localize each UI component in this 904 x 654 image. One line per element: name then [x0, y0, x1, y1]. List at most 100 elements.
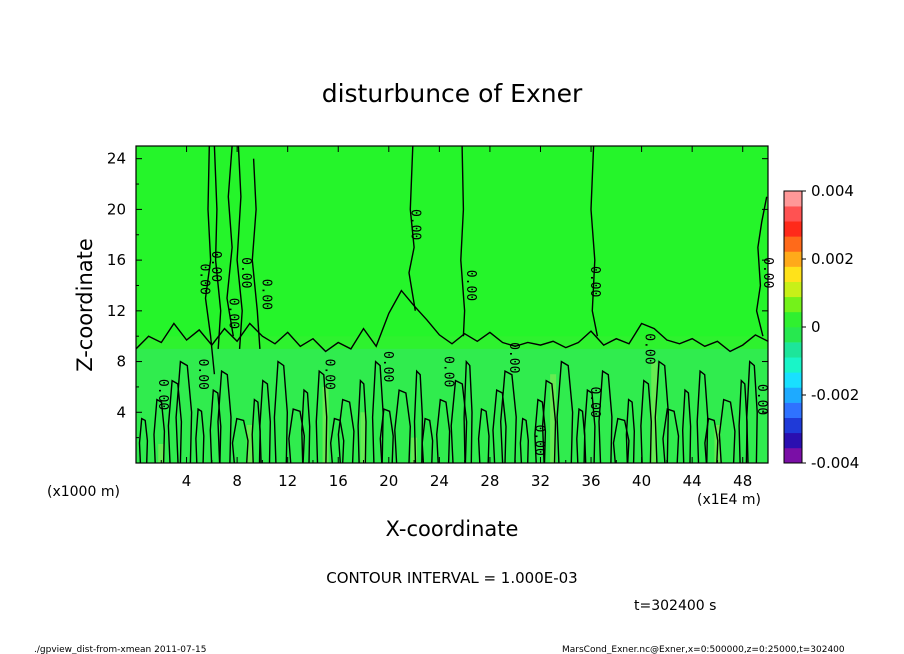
contour-plume — [209, 388, 222, 463]
contour-plume — [612, 417, 630, 463]
contour-line — [590, 146, 599, 337]
x-tick-label: 28 — [480, 472, 499, 490]
x-tick-label: 12 — [278, 472, 297, 490]
contour-plume — [541, 379, 557, 463]
colorbar-tick-label: 0 — [811, 318, 821, 336]
contour-line — [408, 146, 416, 311]
contour-label: 0.00 — [408, 209, 423, 240]
y-tick-label: 8 — [116, 353, 126, 371]
contour-label: 0.00 — [506, 342, 521, 373]
contour-plume — [681, 388, 692, 463]
contour-label: 0.00 — [208, 251, 223, 282]
y-axis-label: Z-coordinate — [73, 238, 97, 372]
contour-plume — [435, 398, 451, 463]
field-patch — [360, 412, 367, 463]
contour-plume — [704, 417, 719, 463]
contour-plume — [718, 398, 736, 463]
contour-plume — [138, 417, 149, 463]
contour-label: 0.00 — [463, 270, 478, 301]
contour-line — [251, 158, 261, 349]
contour-plume — [153, 398, 166, 463]
plot-area: 0.000.000.000.000.000.000.000.000.000.00… — [107, 145, 775, 490]
colorbar-cell — [784, 236, 802, 252]
colorbar: 0.004 0.002 0 -0.002 -0.004 — [783, 182, 859, 472]
contour-label: 0.00 — [196, 263, 211, 294]
contour-plume — [583, 388, 596, 463]
footer-left-note: ./gpview_dist-from-xmean 2011-07-15 — [34, 645, 206, 654]
x-unit-label: (x1000 m) — [47, 484, 120, 500]
colorbar-cell — [784, 327, 802, 343]
contour-plume — [421, 417, 434, 463]
colorbar-cell — [784, 221, 802, 237]
contour-label: 0.00 — [155, 379, 170, 410]
x-tick-label: 44 — [683, 472, 702, 490]
colorbar-cell — [784, 357, 802, 373]
colorbar-cell — [784, 342, 802, 358]
y-tick-label: 20 — [107, 200, 126, 218]
contour-plume — [337, 398, 355, 463]
colorbar-tick-label: 0.004 — [811, 182, 854, 200]
contour-plume — [357, 379, 367, 463]
colorbar-cell — [784, 417, 802, 434]
contour-label: 0.00 — [531, 425, 546, 456]
y-tick-label: 16 — [107, 251, 126, 269]
colorbar-tick-label: -0.002 — [811, 386, 859, 404]
colorbar-cell — [784, 432, 802, 449]
contour-plume — [379, 408, 394, 463]
chart-title: disturbunce of Exner — [322, 79, 583, 108]
contour-plume — [195, 407, 205, 463]
contour-plume — [450, 379, 468, 463]
contour-plume — [625, 398, 636, 463]
field-patch — [158, 443, 165, 463]
contour-interval: CONTOUR INTERVAL = 1.000E-03 — [326, 569, 577, 587]
contour-plume — [492, 389, 507, 463]
plot-frame — [135, 145, 769, 464]
contour-plume — [329, 417, 345, 463]
field-patch — [322, 386, 329, 463]
x-tick-label: 40 — [632, 472, 651, 490]
contour-plume — [534, 398, 547, 463]
contour-label: 0.00 — [195, 359, 210, 390]
contour-plume — [519, 417, 530, 463]
contour-plume — [301, 388, 311, 463]
colorbar-cell — [784, 266, 802, 282]
contour-line — [213, 146, 222, 349]
colorbar-cell — [784, 387, 802, 403]
contour-plume — [175, 360, 193, 463]
colorbar-tick-label: 0.002 — [811, 250, 854, 268]
contour-plume — [231, 417, 249, 463]
contour-plume — [217, 369, 232, 463]
x-tick-label: 48 — [733, 472, 752, 490]
contour-plume — [654, 360, 670, 463]
field-patch — [246, 424, 253, 463]
contour-line — [226, 146, 234, 337]
contour-line — [204, 146, 216, 375]
contour-plume — [167, 379, 183, 463]
y-tick-label: 24 — [107, 150, 126, 168]
x-tick-label: 36 — [581, 472, 600, 490]
contour-plume — [413, 369, 424, 463]
y-tick-label: 12 — [107, 302, 126, 320]
x-axis-label: X-coordinate — [386, 517, 519, 541]
colorbar-cell — [784, 206, 802, 222]
field-patch — [651, 361, 658, 463]
contour-plume — [556, 360, 574, 463]
contour-label: 0.00 — [226, 298, 241, 329]
colorbar-cell — [784, 311, 802, 328]
colorbar-cell — [784, 191, 802, 207]
contour-plume — [499, 369, 517, 463]
contour-plume — [746, 360, 758, 463]
contour-label: 0.00 — [440, 356, 455, 387]
x-scale-note: (x1E4 m) — [697, 492, 761, 508]
colorbar-cell — [784, 447, 802, 464]
contour-label: 0.00 — [754, 384, 769, 415]
contour-label: 0.00 — [587, 266, 602, 297]
x-tick-label: 16 — [329, 472, 348, 490]
contour-label: 0.00 — [258, 279, 273, 310]
field-patch — [411, 437, 418, 463]
contour-plume — [598, 369, 613, 463]
x-tick-label: 8 — [232, 472, 242, 490]
contour-plume — [288, 408, 306, 463]
contour-plume — [259, 379, 272, 463]
contour-plume — [315, 369, 328, 463]
